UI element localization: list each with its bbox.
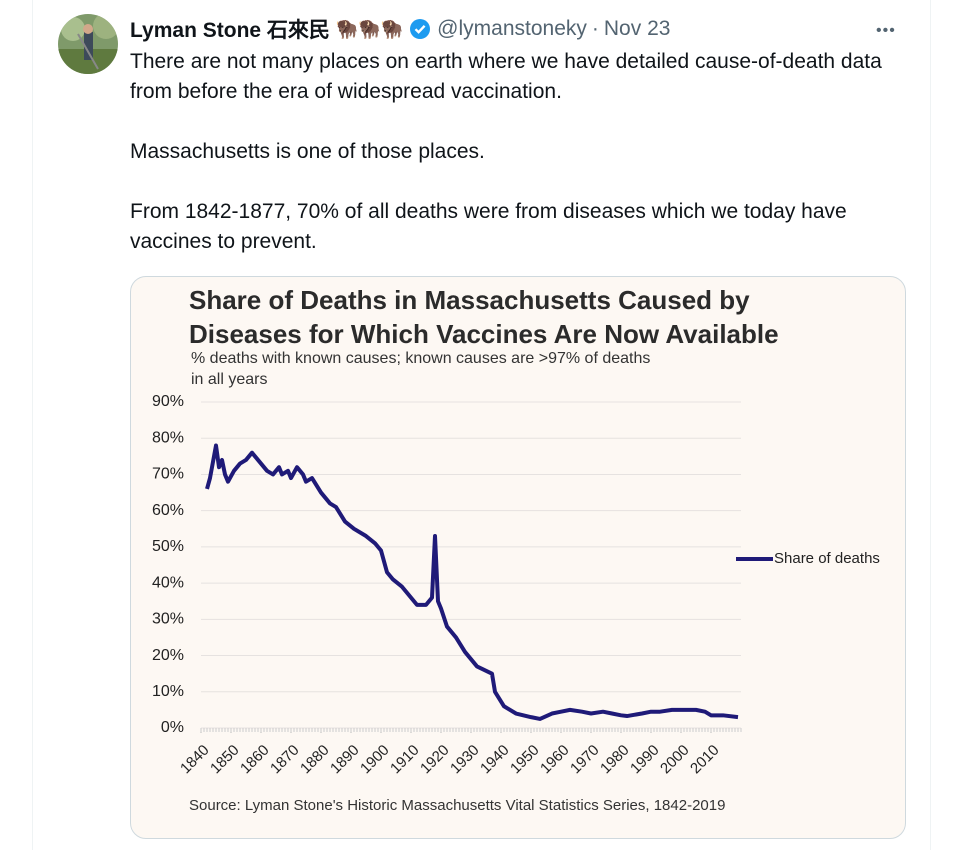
- x-tick-label: 1840: [177, 742, 213, 778]
- x-tick-label: 1940: [477, 742, 513, 778]
- y-tick-label: 70%: [152, 466, 184, 483]
- name-emoji: 🦬🦬🦬: [335, 18, 404, 40]
- x-tick-label: 1950: [507, 742, 543, 778]
- x-tick-label: 1880: [297, 742, 333, 778]
- avatar-image: [58, 14, 118, 74]
- y-tick-label: 40%: [152, 574, 184, 591]
- legend-label: Share of deaths: [774, 550, 880, 567]
- avatar[interactable]: [58, 14, 118, 74]
- y-tick-label: 20%: [152, 647, 184, 664]
- paragraph: Massachusetts is one of those places.: [130, 140, 485, 163]
- y-tick-label: 80%: [152, 429, 184, 446]
- chart-card[interactable]: Share of Deaths in Massachusetts Caused …: [130, 276, 906, 839]
- x-tick-label: 1990: [627, 742, 663, 778]
- x-tick-label: 1860: [237, 742, 273, 778]
- x-tick-label: 1920: [417, 742, 453, 778]
- more-button[interactable]: •••: [876, 22, 896, 39]
- x-tick-label: 1970: [567, 742, 603, 778]
- separator: ·: [591, 17, 599, 40]
- chart-subtitle: % deaths with known causes; known causes…: [191, 350, 651, 388]
- y-tick-label: 30%: [152, 611, 184, 628]
- x-tick-label: 1980: [597, 742, 633, 778]
- x-tick-label: 1960: [537, 742, 573, 778]
- chart: 0% 10% 20% 30% 40% 50% 60% 70% 80% 90% 18401850186…: [152, 393, 880, 778]
- y-tick-label: 10%: [152, 683, 184, 700]
- y-tick-label: 60%: [152, 502, 184, 519]
- author-handle[interactable]: @lymanstoneky: [437, 17, 587, 40]
- column-border: [930, 0, 931, 850]
- x-tick-label: 2000: [657, 742, 693, 778]
- x-tick-label: 2010: [687, 742, 723, 778]
- x-tick-label: 1870: [267, 742, 303, 778]
- x-tick-label: 1910: [387, 742, 423, 778]
- x-tick-label: 1890: [327, 742, 363, 778]
- data-line: [205, 443, 739, 721]
- tweet-date[interactable]: Nov 23: [603, 17, 671, 40]
- column-border: [32, 0, 33, 850]
- y-tick-label: 0%: [161, 719, 184, 736]
- author-name[interactable]: Lyman Stone 石來民: [130, 19, 330, 42]
- x-tick-label: 1850: [207, 742, 243, 778]
- paragraph: From 1842-1877, 70% of all deaths were f…: [130, 200, 847, 253]
- tweet-text: There are not many places on earth where…: [130, 47, 910, 287]
- chart-source: Source: Lyman Stone's Historic Massachus…: [189, 797, 726, 814]
- paragraph: There are not many places on earth where…: [130, 50, 882, 103]
- y-tick-label: 90%: [152, 393, 184, 410]
- verified-badge: [410, 19, 431, 39]
- chart-title: Share of Deaths in Massachusetts Caused …: [189, 285, 779, 349]
- x-tick-label: 1900: [357, 742, 393, 778]
- tweet-header: Lyman Stone 石來民 🦬🦬🦬 @lymanstoneky · Nov …: [130, 14, 670, 44]
- y-tick-label: 50%: [152, 538, 184, 555]
- x-tick-label: 1930: [447, 742, 483, 778]
